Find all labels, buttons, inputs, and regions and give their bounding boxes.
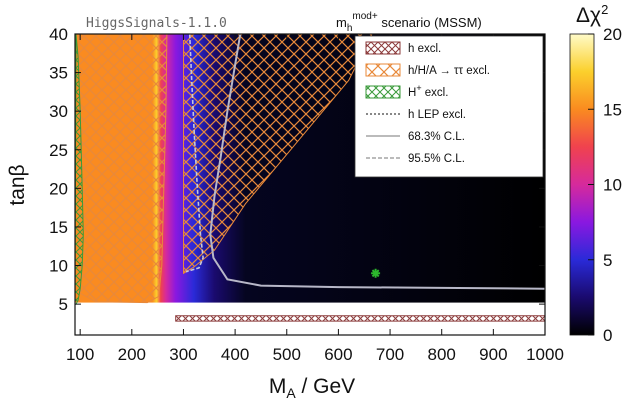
colorbar-tick: 10 <box>588 176 622 195</box>
colorbar-tick-label: 10 <box>603 176 622 195</box>
legend-entry: 95.5% C.L. <box>366 153 465 165</box>
colorbar-tick: 15 <box>588 100 622 119</box>
y-tick: 10 <box>49 257 545 276</box>
x-tick-label: 400 <box>221 345 249 364</box>
y-tick-label: 35 <box>49 64 68 83</box>
y-axis: 5 10 15 20 25 30 35 40 <box>49 25 545 314</box>
y-axis-label: tanβ <box>6 164 29 205</box>
y-tick: 15 <box>49 218 545 237</box>
cl95-contour <box>185 34 204 273</box>
y-tick-label: 30 <box>49 102 68 121</box>
x-tick-label: 800 <box>428 345 456 364</box>
colorbar-tick-label: 15 <box>603 100 622 119</box>
x-axis-label: MA / GeV <box>269 375 355 401</box>
legend-label: 68.3% C.L. <box>408 131 465 143</box>
x-tick-label: 200 <box>118 345 146 364</box>
colorbar: 0 5 10 15 20 Δχ2 <box>569 2 622 345</box>
y-tick-label: 20 <box>49 179 68 198</box>
legend-box <box>354 35 544 178</box>
y-tick-label: 15 <box>49 218 68 237</box>
tautau-exclusion-region <box>78 34 168 304</box>
legend-label: 95.5% C.L. <box>408 153 465 165</box>
cl68-contour <box>209 34 545 290</box>
legend-swatch <box>365 63 401 77</box>
x-tick-label: 600 <box>324 345 352 364</box>
plot-frame <box>74 33 546 336</box>
colorbar-tick: 5 <box>588 251 612 270</box>
colorbar-tick-label: 5 <box>603 251 612 270</box>
legend-entry: 68.3% C.L. <box>366 131 465 143</box>
legend-entry: h excl. <box>365 41 441 55</box>
y-tick-label: 5 <box>59 295 68 314</box>
chart-title: mhmod+ scenario (MSSM) <box>336 11 482 34</box>
colorbar-tick: 0 <box>588 326 612 345</box>
x-tick-label: 900 <box>479 345 507 364</box>
legend-label: h LEP excl. <box>408 109 466 121</box>
colorbar-tick-label: 0 <box>603 326 612 345</box>
x-tick-label: 500 <box>273 345 301 364</box>
y-tick-label: 25 <box>49 141 68 160</box>
y-tick: 20 <box>49 179 545 198</box>
x-tick: 300 <box>169 34 198 364</box>
legend-entry: h/H/A → ττ excl. <box>365 63 490 77</box>
colorbar-tick-label: 20 <box>603 25 622 44</box>
x-tick: 100 <box>66 34 94 364</box>
legend-swatch <box>365 41 401 55</box>
y-tick-label: 10 <box>49 257 68 276</box>
h-exclusion-band <box>175 315 545 322</box>
x-tick: 400 <box>221 34 249 364</box>
legend: h excl.h/H/A → ττ excl.H+ excl.h LEP exc… <box>354 35 544 178</box>
x-tick-label: 100 <box>66 345 94 364</box>
legend-entry: h LEP excl. <box>366 109 466 121</box>
legend-swatch <box>365 85 401 99</box>
watermark: HiggsSignals-1.1.0 <box>86 16 227 31</box>
legend-label: h/H/A → ττ excl. <box>408 65 490 77</box>
x-tick-label: 300 <box>169 345 197 364</box>
x-axis: 100 200 300 400 500 600 700 800 900 1000 <box>66 34 564 364</box>
x-tick: 1000 <box>526 34 564 364</box>
y-tick-label: 40 <box>49 25 68 44</box>
y-tick: 40 <box>49 25 545 44</box>
x-tick-label: 1000 <box>526 345 564 364</box>
best-fit-point <box>371 268 381 278</box>
legend-label: h excl. <box>408 43 441 55</box>
x-tick: 200 <box>118 34 146 364</box>
x-tick: 500 <box>273 34 301 364</box>
colorbar-tick: 20 <box>588 25 622 44</box>
x-tick: 600 <box>324 34 353 364</box>
y-tick: 5 <box>59 295 545 314</box>
colorbar-label: Δχ2 <box>576 2 608 27</box>
x-tick-label: 700 <box>376 345 404 364</box>
